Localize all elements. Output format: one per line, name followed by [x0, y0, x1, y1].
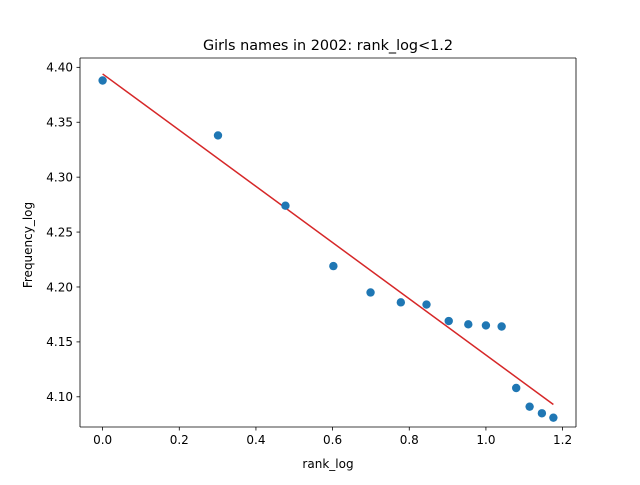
chart-title: Girls names in 2002: rank_log<1.2 — [203, 38, 453, 54]
scatter-point — [464, 320, 473, 329]
x-tick-label: 0.2 — [170, 433, 189, 447]
x-tick-label: 0.4 — [246, 433, 265, 447]
scatter-point — [549, 413, 558, 422]
scatter-point — [98, 76, 107, 85]
plot-area — [80, 58, 576, 427]
x-axis-label: rank_log — [302, 457, 353, 471]
x-tick-label: 0.6 — [323, 433, 342, 447]
y-tick-label: 4.25 — [46, 225, 73, 239]
scatter-point — [537, 409, 547, 418]
y-axis-label: Frequency_log — [21, 202, 35, 288]
y-tick-label: 4.15 — [46, 335, 73, 349]
y-tick-label: 4.35 — [46, 116, 73, 130]
axis-ticks: 0.0 0.2 0.4 0.6 0.8 1.0 1.2 4.10 4.15 4.20 4.25 4.3… — [46, 57, 577, 447]
scatter-point — [525, 402, 534, 411]
scatter-point — [422, 300, 431, 309]
scatter-point — [444, 316, 453, 326]
scatter-point — [366, 288, 375, 297]
scatter-point — [329, 261, 338, 271]
scatter-point — [396, 298, 406, 307]
x-tick-label: 1.0 — [476, 433, 495, 447]
plot-background — [80, 58, 576, 427]
y-tick-label: 4.10 — [46, 390, 73, 404]
scatter-point — [213, 131, 223, 140]
scatter-point — [481, 321, 491, 330]
scatter-point — [512, 383, 521, 393]
scatter-point — [497, 322, 506, 331]
y-tick-label: 4.30 — [46, 170, 73, 184]
y-tick-label: 4.20 — [46, 280, 73, 294]
y-tick-label: 4.40 — [46, 61, 73, 75]
regression-line — [102, 73, 554, 406]
x-tick-label: 1.2 — [553, 433, 572, 447]
x-tick-label: 0.8 — [400, 433, 419, 447]
scatter-point — [281, 201, 290, 210]
x-tick-label: 0.0 — [93, 433, 112, 447]
